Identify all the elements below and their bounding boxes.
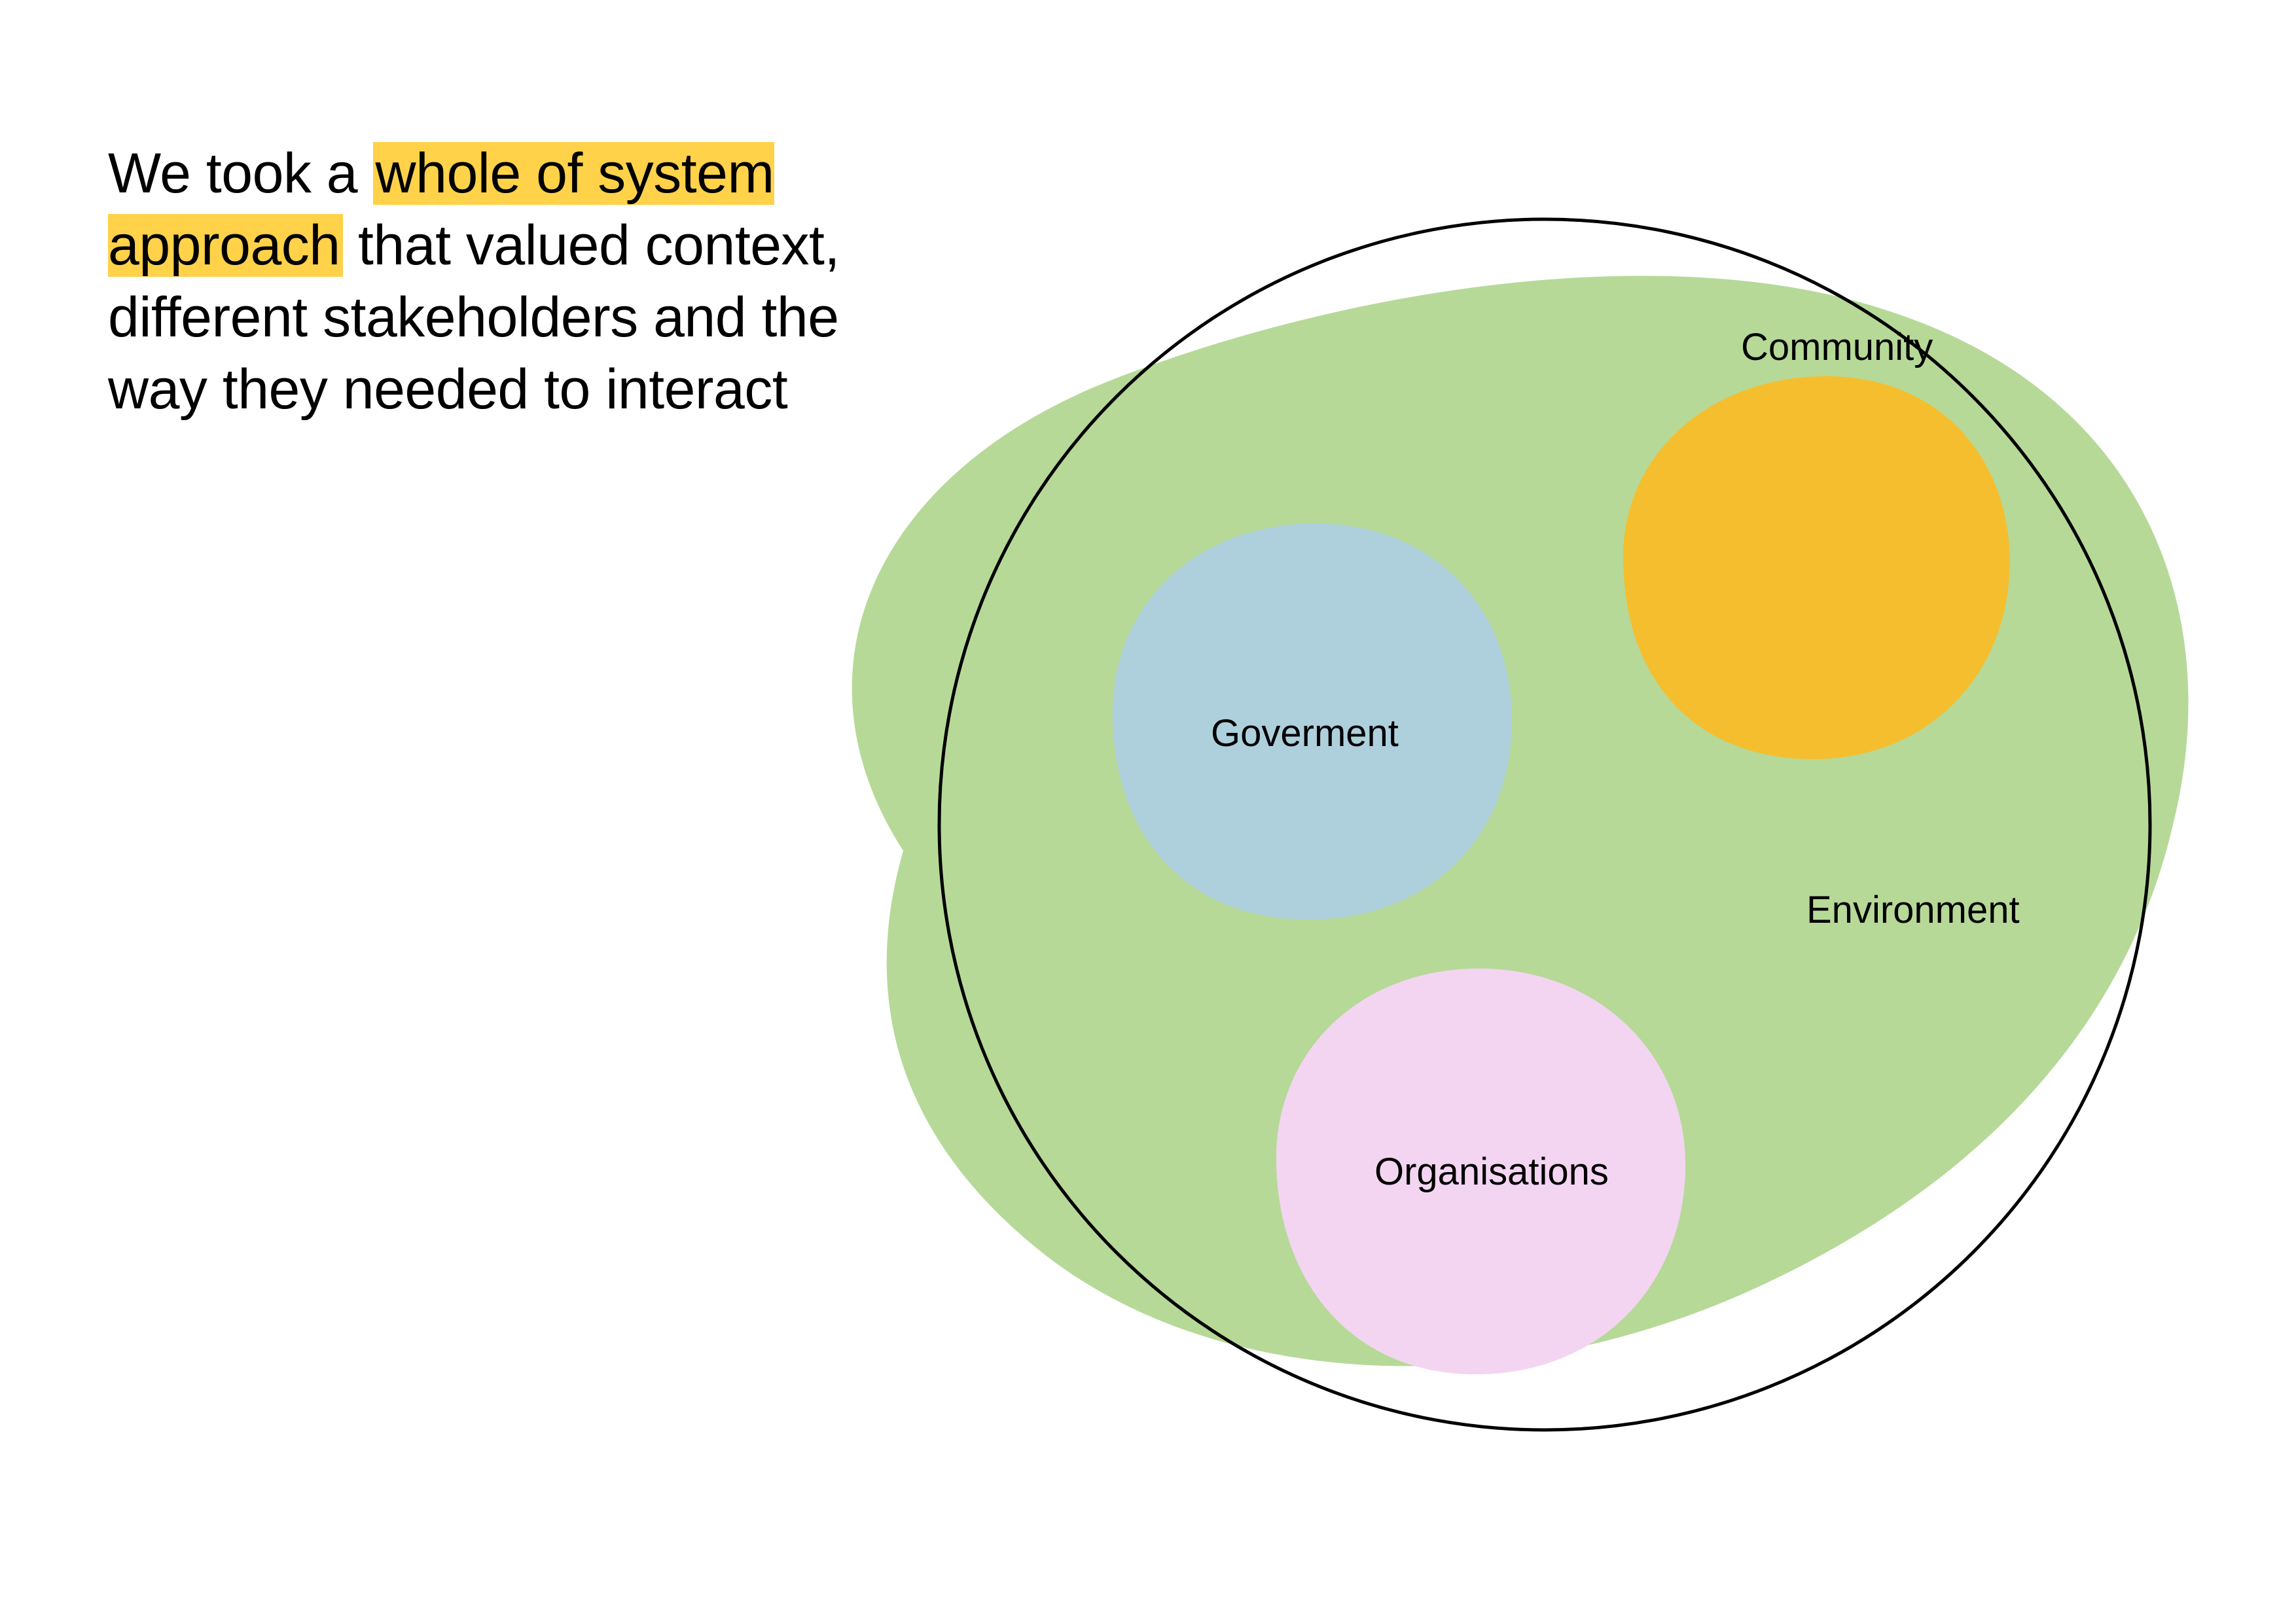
government-label: Goverment <box>1211 712 1399 755</box>
slide: We took a whole of system approach that … <box>0 0 2296 1623</box>
organisations-label: Organisations <box>1374 1150 1609 1193</box>
community-shape <box>1623 376 2010 759</box>
community-label: Community <box>1741 326 1933 368</box>
heading-text-before: We took a <box>108 142 373 205</box>
environment-label: Environment <box>1806 889 2020 931</box>
system-diagram: Community Goverment Organisations Enviro… <box>707 131 2251 1505</box>
